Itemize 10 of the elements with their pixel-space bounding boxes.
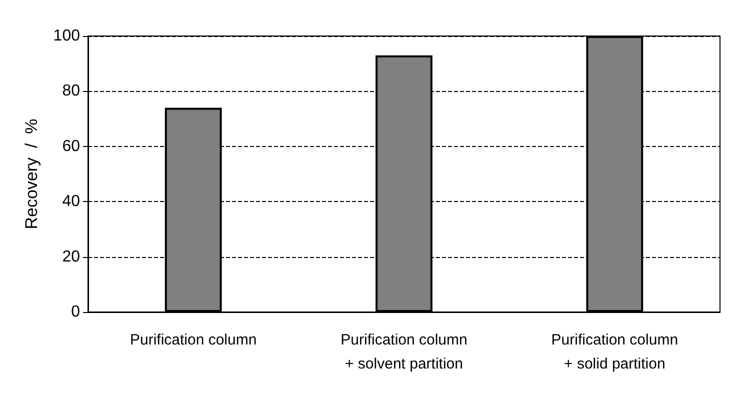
- y-tick-label: 40: [62, 193, 80, 210]
- y-tick-label: 20: [62, 248, 80, 266]
- y-tick-label: 80: [62, 82, 80, 100]
- x-tick-label: Purification column + solid partition: [551, 332, 678, 372]
- y-tick-label: 60: [62, 138, 80, 155]
- y-tick-label: 0: [71, 304, 80, 320]
- x-tick-label: Purification column + solvent partition: [340, 332, 468, 372]
- y-axis-title: Recovery / %: [22, 118, 41, 230]
- y-tick-label: 100: [53, 28, 80, 44]
- x-tick-label: Purification column: [130, 332, 257, 348]
